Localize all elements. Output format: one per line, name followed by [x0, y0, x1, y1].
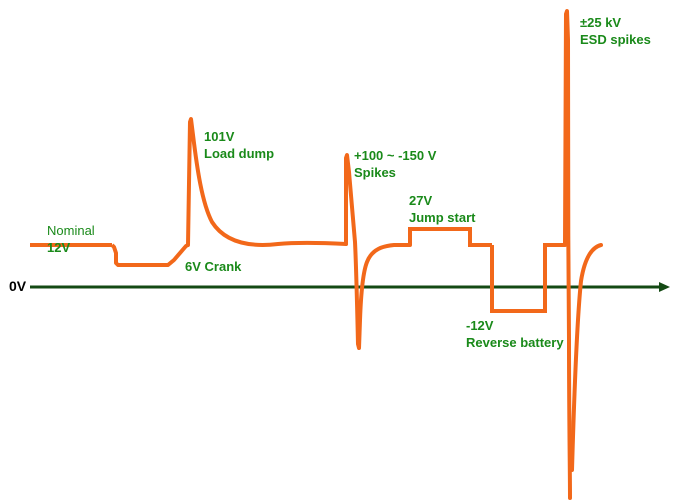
esd-spike-segment [563, 9, 572, 500]
spikes-segment [344, 153, 412, 350]
zero-volt-label: 0V [9, 278, 27, 294]
label-reverse-battery: -12V Reverse battery [466, 317, 564, 351]
label-nominal-line1: Nominal [47, 223, 95, 238]
label-reverse-battery-line1: -12V [466, 318, 494, 333]
label-spikes: +100 ~ -150 V Spikes [354, 147, 436, 181]
label-load-dump-line2: Load dump [204, 146, 275, 161]
label-esd-line2: ESD spikes [580, 32, 651, 47]
label-spikes-line2: Spikes [354, 165, 396, 180]
jump-start-segment [408, 227, 492, 247]
label-load-dump: 101V Load dump [204, 128, 274, 162]
label-nominal-12v: Nominal 12V [47, 222, 95, 256]
label-reverse-battery-line2: Reverse battery [466, 335, 564, 350]
label-spikes-line1: +100 ~ -150 V [354, 148, 437, 163]
label-jump-start-line1: 27V [409, 193, 433, 208]
label-esd-spikes: ±25 kV ESD spikes [580, 14, 651, 48]
label-jump-start-line2: Jump start [409, 210, 476, 225]
label-jump-start: 27V Jump start [409, 192, 475, 226]
label-load-dump-line1: 101V [204, 129, 235, 144]
label-esd-line1: ±25 kV [580, 15, 622, 30]
load-dump-segment [186, 117, 348, 247]
label-crank-line1: 6V Crank [185, 259, 242, 274]
label-crank: 6V Crank [185, 258, 241, 275]
reverse-battery-segment [490, 243, 565, 313]
esd-recovery-segment [570, 243, 603, 472]
crank-dip-segment [110, 243, 189, 267]
label-nominal-line2: 12V [47, 240, 71, 255]
